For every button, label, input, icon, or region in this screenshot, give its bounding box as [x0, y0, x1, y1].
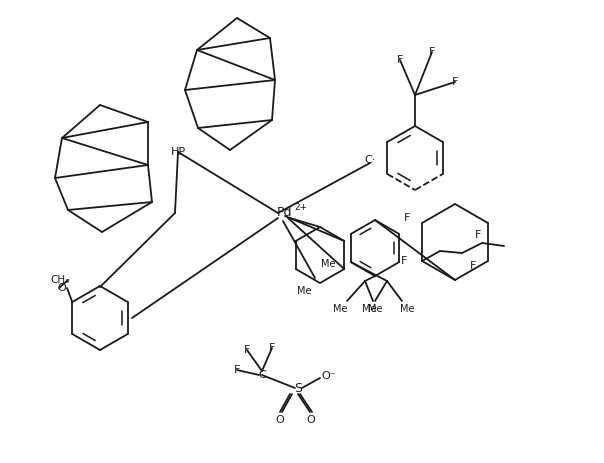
Text: CH₃: CH₃ [50, 275, 69, 285]
Text: O: O [307, 415, 315, 425]
Text: C·: C· [364, 155, 376, 165]
Text: Me: Me [333, 304, 347, 314]
Text: O: O [275, 415, 284, 425]
Text: F: F [397, 55, 403, 65]
Text: F: F [452, 77, 458, 87]
Text: F: F [470, 261, 476, 271]
Text: Pd: Pd [277, 206, 293, 219]
Text: F: F [244, 345, 250, 355]
Text: F: F [404, 213, 410, 223]
Text: HP: HP [170, 147, 185, 157]
Text: Me: Me [400, 304, 414, 314]
Text: Me: Me [362, 304, 376, 314]
Text: Me: Me [297, 286, 311, 296]
Text: Me: Me [368, 304, 382, 314]
Text: F: F [401, 256, 407, 266]
Text: F: F [269, 343, 275, 353]
Text: 2+: 2+ [294, 204, 307, 213]
Text: F: F [234, 365, 240, 375]
Text: Me: Me [321, 259, 335, 269]
Text: F: F [475, 230, 481, 240]
Text: O: O [57, 283, 66, 293]
Text: S: S [294, 382, 302, 394]
Text: F: F [429, 47, 435, 57]
Text: O⁻: O⁻ [322, 371, 336, 381]
Text: C: C [258, 370, 266, 380]
